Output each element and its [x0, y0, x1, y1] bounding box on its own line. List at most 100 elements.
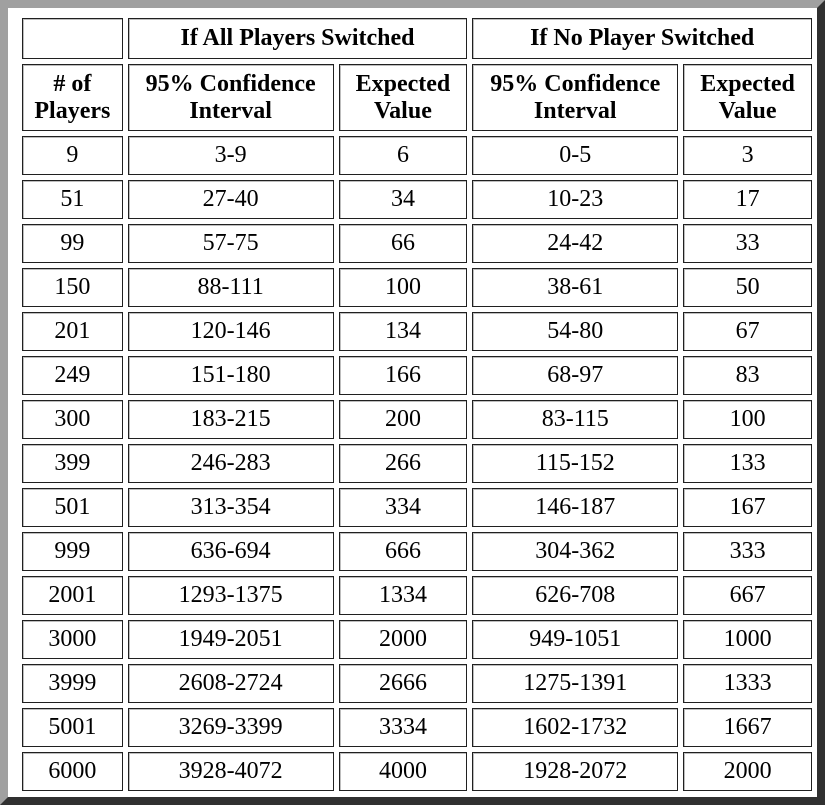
cell-ev-all-switched: 666	[338, 532, 468, 571]
table-row: 399 246-283 266 115-152 133	[22, 444, 812, 483]
header-empty-cell	[22, 18, 123, 59]
cell-ev-all-switched: 334	[338, 488, 468, 527]
cell-ci-all-switched: 3-9	[127, 136, 334, 175]
cell-ev-none-switched: 33	[683, 224, 812, 263]
cell-ev-all-switched: 166	[338, 356, 468, 395]
table-row: 3999 2608-2724 2666 1275-1391 1333	[22, 664, 812, 703]
header-column-row: # of Players 95% Confidence Interval Exp…	[22, 64, 812, 131]
table-row: 6000 3928-4072 4000 1928-2072 2000	[22, 752, 812, 791]
table-row: 501 313-354 334 146-187 167	[22, 488, 812, 527]
cell-ev-all-switched: 1334	[338, 576, 468, 615]
cell-players: 201	[22, 312, 123, 351]
cell-players: 6000	[22, 752, 123, 791]
cell-ev-none-switched: 333	[683, 532, 812, 571]
table-row: 3000 1949-2051 2000 949-1051 1000	[22, 620, 812, 659]
cell-players: 3000	[22, 620, 123, 659]
cell-players: 300	[22, 400, 123, 439]
cell-players: 5001	[22, 708, 123, 747]
cell-players: 3999	[22, 664, 123, 703]
cell-ci-all-switched: 246-283	[127, 444, 334, 483]
cell-ev-none-switched: 1333	[683, 664, 812, 703]
cell-ev-none-switched: 133	[683, 444, 812, 483]
cell-ev-all-switched: 134	[338, 312, 468, 351]
table-row: 249 151-180 166 68-97 83	[22, 356, 812, 395]
cell-ev-all-switched: 3334	[338, 708, 468, 747]
cell-players: 249	[22, 356, 123, 395]
table-row: 201 120-146 134 54-80 67	[22, 312, 812, 351]
cell-ev-none-switched: 83	[683, 356, 812, 395]
cell-ci-all-switched: 1293-1375	[127, 576, 334, 615]
cell-ci-all-switched: 183-215	[127, 400, 334, 439]
cell-ev-none-switched: 67	[683, 312, 812, 351]
table-row: 300 183-215 200 83-115 100	[22, 400, 812, 439]
cell-ev-all-switched: 200	[338, 400, 468, 439]
cell-players: 51	[22, 180, 123, 219]
cell-players: 150	[22, 268, 123, 307]
header-ci-all: 95% Confidence Interval	[127, 64, 334, 131]
cell-ci-none-switched: 68-97	[472, 356, 679, 395]
cell-ci-none-switched: 1928-2072	[472, 752, 679, 791]
cell-ci-all-switched: 636-694	[127, 532, 334, 571]
header-ev-all-label: Expected Value	[355, 70, 451, 124]
cell-ev-all-switched: 100	[338, 268, 468, 307]
cell-ci-none-switched: 626-708	[472, 576, 679, 615]
cell-ci-all-switched: 1949-2051	[127, 620, 334, 659]
table-row: 99 57-75 66 24-42 33	[22, 224, 812, 263]
cell-ev-all-switched: 2000	[338, 620, 468, 659]
cell-ci-none-switched: 115-152	[472, 444, 679, 483]
cell-ci-all-switched: 313-354	[127, 488, 334, 527]
cell-ci-all-switched: 27-40	[127, 180, 334, 219]
results-table: If All Players Switched If No Player Swi…	[17, 13, 817, 796]
cell-ci-all-switched: 2608-2724	[127, 664, 334, 703]
header-ev-none-label: Expected Value	[700, 70, 795, 124]
table-row: 2001 1293-1375 1334 626-708 667	[22, 576, 812, 615]
cell-players: 99	[22, 224, 123, 263]
header-group-row: If All Players Switched If No Player Swi…	[22, 18, 812, 59]
table-row: 150 88-111 100 38-61 50	[22, 268, 812, 307]
cell-ev-all-switched: 66	[338, 224, 468, 263]
cell-ci-none-switched: 1275-1391	[472, 664, 679, 703]
cell-ev-none-switched: 167	[683, 488, 812, 527]
header-ci-none-label: 95% Confidence Interval	[490, 70, 661, 124]
cell-ci-none-switched: 10-23	[472, 180, 679, 219]
cell-players: 999	[22, 532, 123, 571]
cell-ci-all-switched: 3269-3399	[127, 708, 334, 747]
cell-ci-all-switched: 120-146	[127, 312, 334, 351]
cell-ev-all-switched: 34	[338, 180, 468, 219]
cell-ci-none-switched: 949-1051	[472, 620, 679, 659]
header-players-label: # of Players	[34, 70, 111, 124]
cell-ev-all-switched: 2666	[338, 664, 468, 703]
cell-ev-all-switched: 6	[338, 136, 468, 175]
cell-ev-none-switched: 1000	[683, 620, 812, 659]
cell-ci-all-switched: 3928-4072	[127, 752, 334, 791]
cell-ci-all-switched: 57-75	[127, 224, 334, 263]
cell-players: 2001	[22, 576, 123, 615]
cell-ci-all-switched: 88-111	[127, 268, 334, 307]
cell-ci-none-switched: 83-115	[472, 400, 679, 439]
table-body: 9 3-9 6 0-5 3 51 27-40 34 10-23 17 99 57-75 66 24-42 3…	[22, 136, 812, 791]
cell-ci-none-switched: 1602-1732	[472, 708, 679, 747]
table-row: 5001 3269-3399 3334 1602-1732 1667	[22, 708, 812, 747]
table-header: If All Players Switched If No Player Swi…	[22, 18, 812, 131]
header-group-none-switched: If No Player Switched	[472, 18, 812, 59]
cell-ci-none-switched: 0-5	[472, 136, 679, 175]
cell-ev-none-switched: 3	[683, 136, 812, 175]
cell-players: 501	[22, 488, 123, 527]
cell-ci-none-switched: 146-187	[472, 488, 679, 527]
cell-ev-none-switched: 667	[683, 576, 812, 615]
table-row: 999 636-694 666 304-362 333	[22, 532, 812, 571]
cell-ev-none-switched: 17	[683, 180, 812, 219]
cell-ci-all-switched: 151-180	[127, 356, 334, 395]
cell-ev-all-switched: 266	[338, 444, 468, 483]
cell-ci-none-switched: 24-42	[472, 224, 679, 263]
table-row: 51 27-40 34 10-23 17	[22, 180, 812, 219]
header-ev-all: Expected Value	[338, 64, 468, 131]
cell-ev-all-switched: 4000	[338, 752, 468, 791]
cell-players: 399	[22, 444, 123, 483]
cell-ev-none-switched: 2000	[683, 752, 812, 791]
header-players: # of Players	[22, 64, 123, 131]
header-group-all-switched: If All Players Switched	[127, 18, 468, 59]
header-ev-none: Expected Value	[683, 64, 812, 131]
cell-ci-none-switched: 54-80	[472, 312, 679, 351]
